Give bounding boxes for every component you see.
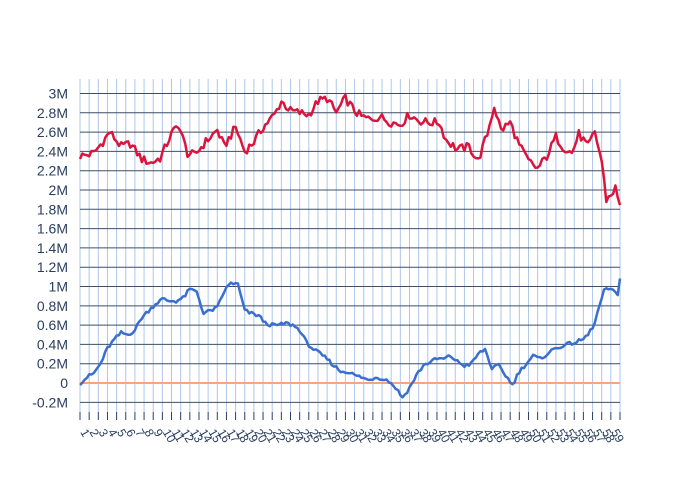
x-tick-label: 46 xyxy=(489,427,508,446)
y-tick-label: 0.2M xyxy=(37,356,68,372)
x-tick-label: 48 xyxy=(508,427,527,446)
series-line-2 xyxy=(79,278,622,399)
y-tick-label: 2.2M xyxy=(37,163,68,179)
x-tick-label: 36 xyxy=(398,427,417,446)
x-tick-label: 35 xyxy=(389,427,408,446)
x-tick-label: 55 xyxy=(572,427,591,446)
x-axis: 1234567891011121314151617181920212223242… xyxy=(77,412,627,445)
x-tick-label: 25 xyxy=(297,427,316,446)
y-tick-label: -0.2M xyxy=(32,394,68,410)
x-tick-label: 38 xyxy=(416,427,435,446)
x-tick-label: 57 xyxy=(590,427,609,446)
y-tick-label: 1.2M xyxy=(37,259,68,275)
x-tick-label: 18 xyxy=(233,427,252,446)
x-tick-label: 22 xyxy=(270,427,289,446)
x-tick-label: 44 xyxy=(471,427,490,446)
y-tick-label: 0.4M xyxy=(37,336,68,352)
x-tick-label: 56 xyxy=(581,427,600,446)
y-tick-label: 1.8M xyxy=(37,201,68,217)
x-tick-label: 32 xyxy=(361,427,380,446)
series-lines xyxy=(78,93,622,399)
x-tick-label: 13 xyxy=(187,427,206,446)
y-tick-label: 2.8M xyxy=(37,105,68,121)
y-tick-label: 1.4M xyxy=(37,240,68,256)
x-tick-label: 59 xyxy=(608,427,627,446)
y-tick-label: 0.6M xyxy=(37,317,68,333)
y-tick-label: 1M xyxy=(49,279,68,295)
x-tick-label: 52 xyxy=(544,427,563,446)
x-tick-label: 10 xyxy=(160,427,179,446)
y-axis-tick-labels: -0.2M 0 0.2M 0.4M 0.6M 0.8M 1M 1.2M 1.4M 1.6M 1.8M… xyxy=(32,85,68,410)
x-tick-label: 49 xyxy=(517,427,536,446)
x-tick-label: 21 xyxy=(260,427,279,446)
x-tick-label: 15 xyxy=(206,427,225,446)
x-tick-label: 39 xyxy=(425,427,444,446)
y-tick-label: 3M xyxy=(49,85,68,101)
x-tick-label: 41 xyxy=(444,427,463,446)
y-tick-label: 2M xyxy=(49,182,68,198)
x-tick-label: 34 xyxy=(379,427,398,446)
y-tick-label: 0.8M xyxy=(37,298,68,314)
x-tick-label: 12 xyxy=(178,427,197,446)
y-tick-label: 0 xyxy=(60,375,68,391)
series-line-1 xyxy=(78,93,622,206)
x-tick-label: 29 xyxy=(334,427,353,446)
x-tick-label: 42 xyxy=(453,427,472,446)
x-tick-label: 53 xyxy=(553,427,572,446)
x-tick-label: 23 xyxy=(279,427,298,446)
x-tick-label: 28 xyxy=(325,427,344,446)
x-tick-label: 30 xyxy=(343,427,362,446)
horizontal-gridlines xyxy=(80,92,620,403)
y-tick-label: 2.6M xyxy=(37,124,68,140)
x-tick-label: 19 xyxy=(242,427,261,446)
x-tick-label: 47 xyxy=(498,427,517,446)
x-tick-label: 24 xyxy=(288,427,307,446)
x-tick-label: 37 xyxy=(407,427,426,446)
y-tick-label: 2.4M xyxy=(37,143,68,159)
x-tick-label: 33 xyxy=(370,427,389,446)
x-tick-label: 16 xyxy=(215,427,234,446)
x-tick-label: 54 xyxy=(562,427,581,446)
y-tick-label: 1.6M xyxy=(37,221,68,237)
x-tick-label: 31 xyxy=(352,427,371,446)
x-tick-label: 27 xyxy=(315,427,334,446)
x-tick-label: 20 xyxy=(251,427,270,446)
x-tick-label: 26 xyxy=(306,427,325,446)
x-tick-label: 58 xyxy=(599,427,618,446)
x-tick-label: 40 xyxy=(434,427,453,446)
vertical-gridlines xyxy=(79,79,621,412)
x-tick-label: 45 xyxy=(480,427,499,446)
x-tick-label: 17 xyxy=(224,427,243,446)
x-tick-label: 14 xyxy=(196,427,215,446)
x-tick-label: 51 xyxy=(535,427,554,446)
x-tick-label: 43 xyxy=(462,427,481,446)
x-tick-label: 50 xyxy=(526,427,545,446)
